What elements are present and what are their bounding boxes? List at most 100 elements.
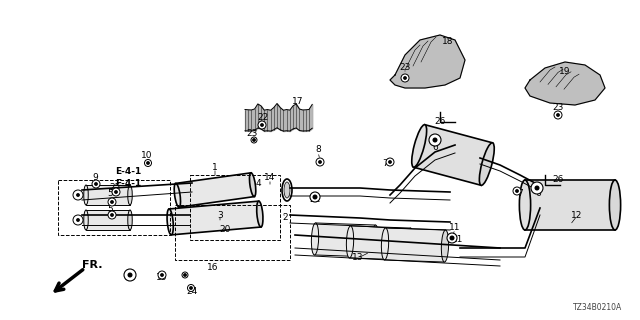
Text: 7: 7 bbox=[517, 188, 523, 197]
Circle shape bbox=[258, 121, 266, 129]
Ellipse shape bbox=[128, 185, 132, 205]
Ellipse shape bbox=[346, 226, 354, 258]
Text: 6: 6 bbox=[535, 188, 541, 197]
Text: 13: 13 bbox=[352, 253, 364, 262]
Text: 19: 19 bbox=[559, 68, 571, 76]
Text: FR.: FR. bbox=[82, 260, 102, 270]
Circle shape bbox=[513, 187, 521, 195]
Text: 14: 14 bbox=[264, 173, 276, 182]
Ellipse shape bbox=[479, 143, 494, 185]
Circle shape bbox=[111, 201, 113, 203]
Text: 21: 21 bbox=[451, 236, 463, 244]
Polygon shape bbox=[413, 125, 493, 185]
Text: 12: 12 bbox=[572, 211, 582, 220]
Circle shape bbox=[111, 214, 113, 216]
Text: 3: 3 bbox=[217, 211, 223, 220]
Ellipse shape bbox=[128, 210, 132, 230]
Ellipse shape bbox=[284, 182, 290, 198]
Circle shape bbox=[554, 111, 562, 119]
Circle shape bbox=[115, 191, 117, 193]
Circle shape bbox=[77, 219, 79, 221]
Polygon shape bbox=[385, 228, 445, 262]
Ellipse shape bbox=[257, 201, 263, 227]
Polygon shape bbox=[314, 223, 376, 257]
Circle shape bbox=[429, 134, 441, 146]
Circle shape bbox=[145, 159, 152, 166]
Text: E-4-1: E-4-1 bbox=[115, 179, 141, 188]
Circle shape bbox=[190, 287, 192, 289]
Bar bbox=[190, 175, 280, 240]
Circle shape bbox=[95, 183, 97, 185]
Text: 24: 24 bbox=[186, 287, 198, 297]
Circle shape bbox=[128, 273, 132, 277]
Text: 21: 21 bbox=[124, 274, 136, 283]
Text: 23: 23 bbox=[246, 129, 258, 138]
Ellipse shape bbox=[84, 185, 88, 205]
Text: 17: 17 bbox=[292, 98, 304, 107]
Circle shape bbox=[310, 192, 320, 202]
Circle shape bbox=[251, 137, 257, 143]
Circle shape bbox=[253, 139, 255, 141]
Text: TZ34B0210A: TZ34B0210A bbox=[573, 303, 622, 312]
Text: 25: 25 bbox=[109, 182, 121, 191]
Text: 1: 1 bbox=[212, 164, 218, 172]
Circle shape bbox=[261, 124, 263, 126]
Ellipse shape bbox=[609, 180, 621, 230]
Polygon shape bbox=[525, 180, 615, 230]
Circle shape bbox=[188, 284, 195, 292]
Circle shape bbox=[73, 190, 83, 200]
Text: 2: 2 bbox=[282, 213, 288, 222]
Text: 5: 5 bbox=[107, 188, 113, 197]
Circle shape bbox=[319, 161, 321, 163]
Ellipse shape bbox=[312, 223, 319, 255]
Circle shape bbox=[158, 271, 166, 279]
Circle shape bbox=[450, 236, 454, 240]
Text: 9: 9 bbox=[92, 173, 98, 182]
Text: 26: 26 bbox=[552, 175, 564, 185]
Polygon shape bbox=[86, 210, 130, 230]
Circle shape bbox=[447, 233, 457, 243]
Text: 23: 23 bbox=[552, 103, 564, 113]
Circle shape bbox=[316, 158, 324, 166]
Text: 15: 15 bbox=[156, 273, 168, 282]
Ellipse shape bbox=[520, 180, 531, 230]
Text: 8: 8 bbox=[315, 146, 321, 155]
Ellipse shape bbox=[174, 183, 180, 207]
Circle shape bbox=[531, 182, 543, 194]
Circle shape bbox=[161, 274, 163, 276]
Circle shape bbox=[112, 188, 120, 196]
Text: 6: 6 bbox=[432, 143, 438, 153]
Ellipse shape bbox=[371, 225, 379, 257]
Ellipse shape bbox=[442, 230, 449, 262]
Circle shape bbox=[77, 194, 79, 196]
Text: 4: 4 bbox=[255, 180, 261, 188]
Ellipse shape bbox=[250, 173, 256, 196]
Text: 7: 7 bbox=[382, 158, 388, 167]
Circle shape bbox=[147, 162, 149, 164]
Text: 5: 5 bbox=[107, 205, 113, 214]
Polygon shape bbox=[86, 185, 130, 205]
Text: 16: 16 bbox=[207, 263, 219, 273]
Circle shape bbox=[108, 198, 116, 206]
Circle shape bbox=[184, 274, 186, 276]
Polygon shape bbox=[525, 62, 605, 105]
Ellipse shape bbox=[84, 210, 88, 230]
Circle shape bbox=[401, 74, 409, 82]
Ellipse shape bbox=[282, 179, 292, 201]
Text: 26: 26 bbox=[435, 117, 445, 126]
Circle shape bbox=[516, 190, 518, 192]
Polygon shape bbox=[349, 226, 410, 260]
Circle shape bbox=[124, 269, 136, 281]
Polygon shape bbox=[176, 173, 254, 207]
Text: 23: 23 bbox=[399, 63, 411, 73]
Circle shape bbox=[182, 272, 188, 278]
Ellipse shape bbox=[381, 228, 388, 260]
Text: E-4-1: E-4-1 bbox=[115, 167, 141, 177]
Bar bbox=[58, 180, 170, 235]
Text: 21: 21 bbox=[309, 196, 321, 204]
Circle shape bbox=[108, 211, 116, 219]
Ellipse shape bbox=[406, 228, 413, 260]
Polygon shape bbox=[390, 35, 465, 88]
Circle shape bbox=[313, 195, 317, 199]
Text: 11: 11 bbox=[449, 223, 461, 233]
